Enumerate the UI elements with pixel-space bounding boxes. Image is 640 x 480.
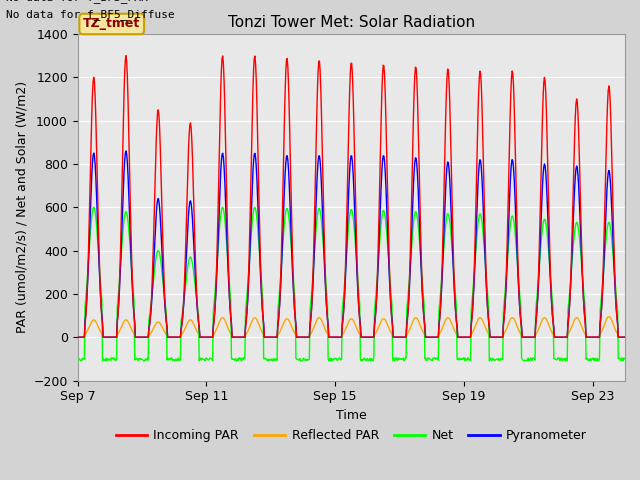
Text: No data for f_BF5_Diffuse: No data for f_BF5_Diffuse xyxy=(6,9,175,20)
Title: Tonzi Tower Met: Solar Radiation: Tonzi Tower Met: Solar Radiation xyxy=(228,15,475,30)
X-axis label: Time: Time xyxy=(336,409,367,422)
Y-axis label: PAR (umol/m2/s) / Net and Solar (W/m2): PAR (umol/m2/s) / Net and Solar (W/m2) xyxy=(15,81,28,333)
Legend: Incoming PAR, Reflected PAR, Net, Pyranometer: Incoming PAR, Reflected PAR, Net, Pyrano… xyxy=(111,424,592,447)
Text: No data for f_BF5_PAR: No data for f_BF5_PAR xyxy=(6,0,148,3)
Text: TZ_tmet: TZ_tmet xyxy=(83,17,140,30)
